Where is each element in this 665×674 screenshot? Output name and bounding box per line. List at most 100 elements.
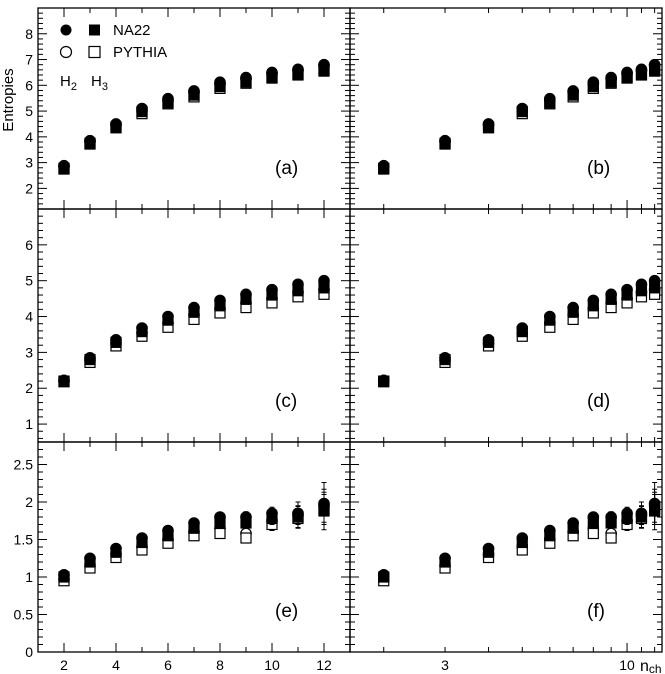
- panel-b-filled-square-point: [635, 68, 648, 81]
- panel-f-filled-square-point: [482, 546, 495, 558]
- panel-c-filled-square-point: [136, 325, 148, 338]
- panel-f-filled-square-point: [649, 505, 661, 517]
- panel-e-x-tick-label: 6: [164, 657, 172, 673]
- legend-h3-subscript: 3: [102, 81, 108, 93]
- panel-b-filled-square-point: [649, 64, 661, 76]
- legend-data-square-marker: [89, 24, 100, 36]
- legend-mc-label: PYTHIA: [113, 44, 167, 61]
- panel-a: 2 3 4 5 6 7 8 (a): [25, 7, 351, 210]
- panel-c-y-tick-label: 1: [25, 416, 33, 432]
- panel-e-y-tick-label: 1: [25, 569, 33, 585]
- panel-e-filled-square-point: [292, 511, 304, 523]
- legend-data-label: NA22: [113, 22, 151, 39]
- panel-a-y-tick-label: 8: [25, 26, 33, 42]
- panel-a-y-tick-label: 2: [25, 180, 33, 196]
- panel-d: (d): [349, 208, 663, 443]
- panel-e-filled-square-point: [266, 512, 278, 525]
- panel-b-filled-square-point: [605, 76, 617, 88]
- panel-e-x-tick-label: 2: [60, 657, 68, 673]
- y-axis-label: Entropies: [0, 68, 17, 131]
- panel-a-filled-square-point: [162, 97, 174, 109]
- panel-e-filled-square-point: [110, 546, 122, 558]
- panel-a-y-tick-label: 7: [25, 52, 33, 68]
- panel-e-filled-square-point: [84, 556, 96, 568]
- panel-a-filled-square-point: [110, 121, 122, 133]
- panel-a-filled-square-point: [58, 162, 70, 174]
- panel-a-y-tick-label: 5: [25, 103, 33, 119]
- panel-d-filled-square-point: [544, 314, 556, 326]
- panel-b: (b): [349, 7, 663, 210]
- panel-a-filled-square-point: [84, 137, 96, 149]
- panel-b-filled-square-point: [544, 97, 556, 109]
- panel-b-label: (b): [587, 158, 610, 179]
- panel-f-filled-square-point: [544, 530, 556, 542]
- panel-e-y-tick-label: 2: [25, 494, 33, 510]
- panel-f-filled-square-point: [567, 522, 579, 534]
- legend-mc-square-marker: [88, 45, 101, 59]
- panel-e-x-tick-label: 8: [216, 657, 224, 673]
- panel-b-filled-square-point: [516, 105, 528, 118]
- panel-e-frame: [37, 441, 351, 653]
- panel-a-label: (a): [275, 158, 298, 179]
- panel-d-filled-square-point: [649, 282, 661, 294]
- panel-f-frame: [349, 441, 663, 653]
- panel-e: 0 0.5 1 1.5 2 2.5 2 4 6 8 10 12 (e): [14, 441, 351, 673]
- panel-b-filled-square-point: [621, 71, 633, 84]
- panel-b-filled-square-point: [587, 80, 599, 93]
- panel-e-filled-square-point: [240, 517, 252, 529]
- panel-c-frame: [37, 208, 351, 443]
- panel-c-filled-square-point: [84, 353, 96, 366]
- panel-e-label: (e): [275, 601, 298, 622]
- panel-d-filled-square-point: [621, 289, 633, 301]
- panel-d-label: (d): [587, 391, 610, 412]
- panel-c-y-tick-label: 5: [25, 273, 33, 289]
- panel-f-x-tick-label: 3: [441, 657, 449, 673]
- panel-a-filled-square-point: [240, 76, 252, 88]
- panel-f-open-square-point: [605, 532, 617, 544]
- panel-e-y-tick-label: 0: [25, 644, 33, 660]
- panel-a-filled-square-point: [136, 105, 148, 118]
- panel-c-filled-square-point: [110, 336, 122, 348]
- panel-e-filled-square-point: [58, 571, 70, 583]
- panel-d-filled-square-point: [378, 375, 390, 387]
- x-axis-label-subscript: ch: [649, 662, 662, 674]
- x-axis-label-main: n: [640, 658, 649, 674]
- panel-b-filled-square-point: [482, 121, 495, 133]
- panel-e-x-tick-label: 10: [264, 657, 280, 673]
- legend-h2-label: H2: [60, 73, 77, 93]
- panel-a-frame: [37, 7, 351, 210]
- panel-e-filled-square-point: [188, 522, 200, 534]
- panel-f: 3 10 (f): [349, 441, 663, 673]
- panel-f-open-square-point: [587, 527, 599, 540]
- x-axis-label: nch: [640, 658, 662, 674]
- panel-b-filled-square-point: [567, 89, 579, 101]
- panel-b-frame: [349, 7, 663, 210]
- panel-c: 1 2 3 4 5 6 (c): [25, 208, 351, 443]
- panel-f-filled-square-point: [516, 536, 528, 549]
- panel-f-filled-square-point: [635, 511, 648, 523]
- panel-c-y-tick-label: 3: [25, 344, 33, 360]
- panel-e-x-tick-label: 4: [112, 657, 120, 673]
- panel-e-filled-square-point: [136, 536, 148, 549]
- panel-a-filled-square-point: [188, 89, 200, 101]
- panel-c-y-tick-label: 2: [25, 380, 33, 396]
- panel-e-y-tick-label: 2.5: [14, 457, 34, 473]
- panel-d-filled-square-point: [587, 300, 599, 312]
- panel-a-y-tick-label: 4: [25, 129, 33, 145]
- panel-e-open-square-point: [214, 527, 226, 540]
- panel-c-filled-square-point: [292, 285, 304, 297]
- panel-f-filled-square-point: [621, 512, 633, 525]
- panel-e-filled-square-point: [318, 505, 330, 517]
- panel-c-label: (c): [275, 391, 297, 412]
- panel-e-filled-square-point: [162, 530, 174, 542]
- panel-f-filled-square-point: [378, 571, 390, 583]
- panel-d-frame: [349, 208, 663, 443]
- panel-a-filled-square-point: [318, 64, 330, 76]
- panel-d-filled-square-point: [605, 293, 617, 305]
- panel-c-filled-square-point: [188, 306, 200, 318]
- panel-e-y-tick-label: 0.5: [14, 607, 34, 623]
- panel-a-y-tick-label: 6: [25, 77, 33, 93]
- panel-c-filled-square-point: [240, 293, 252, 305]
- panel-d-filled-square-point: [439, 353, 451, 366]
